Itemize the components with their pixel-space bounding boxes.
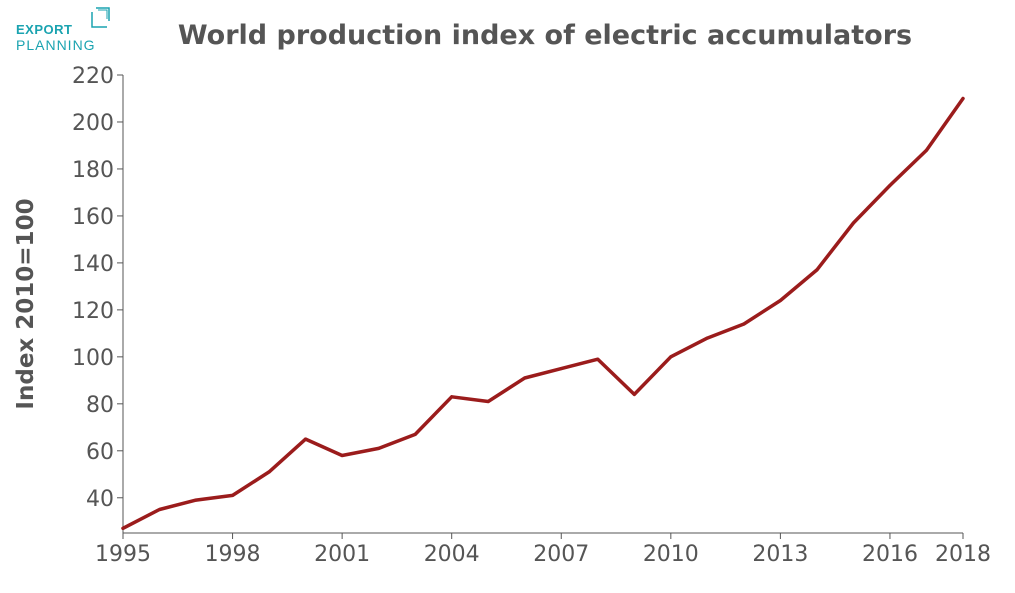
data-point: [486, 399, 490, 403]
x-tick-label: 2018: [935, 542, 991, 567]
data-point: [450, 395, 454, 399]
data-point: [413, 432, 417, 436]
data-point: [815, 268, 819, 272]
data-point: [851, 221, 855, 225]
data-point: [596, 357, 600, 361]
data-point: [304, 437, 308, 441]
x-axis-ticks: 1995 1998 2001 2004 2007 2010 2013 2016 2018: [95, 533, 991, 567]
data-point: [231, 493, 235, 497]
logo-text-export: EXPORT: [16, 22, 73, 37]
data-point: [669, 355, 673, 359]
y-axis-ticks: 40 60 80 100 120 140 160 180 200 220: [72, 64, 123, 512]
data-point: [267, 470, 271, 474]
data-point: [158, 508, 162, 512]
y-tick-label: 200: [72, 111, 114, 136]
data-point: [194, 498, 198, 502]
x-tick-label: 2016: [862, 542, 918, 567]
logo-text-planning: PLANNING: [16, 37, 96, 53]
x-tick-label: 1998: [205, 542, 261, 567]
x-tick-label: 2010: [643, 542, 699, 567]
chart-title: World production index of electric accum…: [177, 20, 913, 51]
data-point: [632, 392, 636, 396]
x-tick-label: 2004: [424, 542, 480, 567]
y-tick-label: 60: [86, 440, 114, 465]
y-tick-label: 180: [72, 158, 114, 183]
data-point: [888, 183, 892, 187]
y-tick-label: 80: [86, 393, 114, 418]
y-tick-label: 160: [72, 205, 114, 230]
data-point: [559, 367, 563, 371]
series-line: [121, 96, 965, 531]
axes: [122, 75, 963, 534]
data-point: [705, 336, 709, 340]
y-tick-label: 40: [86, 487, 114, 512]
x-tick-label: 2013: [752, 542, 808, 567]
y-tick-label: 100: [72, 346, 114, 371]
export-planning-logo: EXPORT PLANNING: [16, 6, 116, 56]
data-point: [778, 298, 782, 302]
x-tick-label: 2007: [533, 542, 589, 567]
y-axis-title: Index 2010=100: [13, 198, 39, 409]
series-group: [121, 96, 965, 531]
y-tick-label: 140: [72, 252, 114, 277]
y-tick-label: 220: [72, 64, 114, 89]
data-point: [742, 322, 746, 326]
data-point: [523, 376, 527, 380]
data-point: [377, 446, 381, 450]
x-tick-label: 1995: [95, 542, 151, 567]
data-point: [961, 96, 965, 100]
x-tick-label: 2001: [314, 542, 370, 567]
data-point: [121, 526, 125, 530]
data-point: [340, 453, 344, 457]
logo-mark-icon: [91, 7, 110, 28]
y-tick-label: 120: [72, 299, 114, 324]
data-point: [924, 148, 928, 152]
